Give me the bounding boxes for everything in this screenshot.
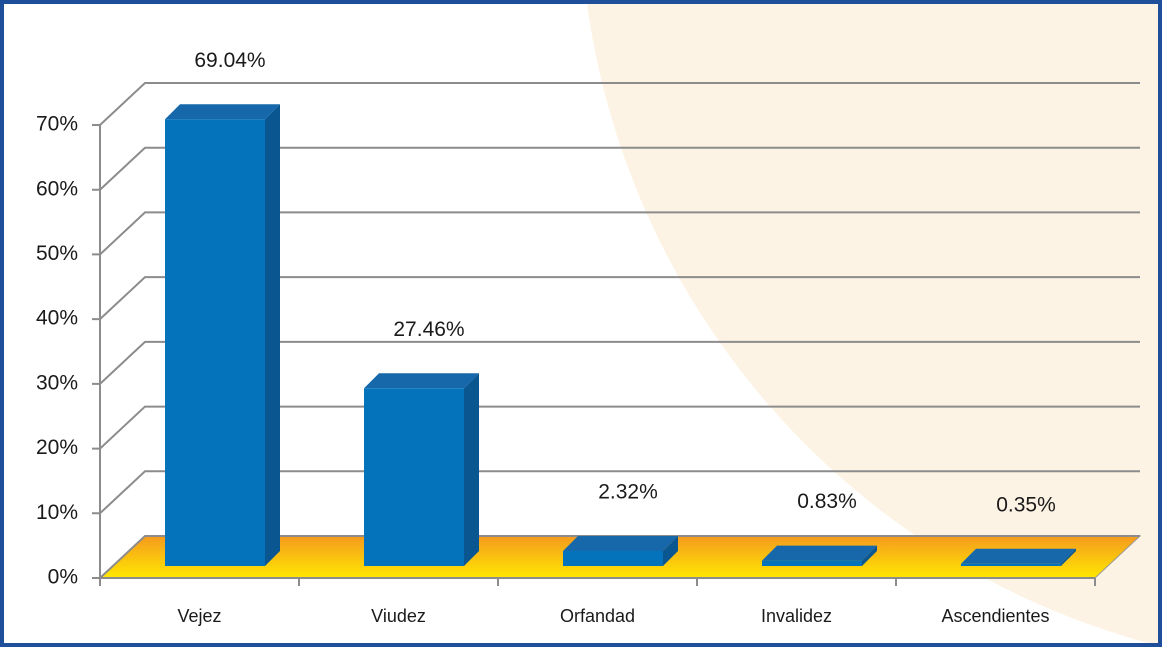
x-tick-label: Invalidez xyxy=(761,606,832,626)
data-label: 0.83% xyxy=(797,490,857,513)
data-label: 2.32% xyxy=(598,481,658,504)
bar xyxy=(165,119,265,566)
grid-line xyxy=(92,340,1140,385)
grid-line xyxy=(92,211,1140,256)
bar-side xyxy=(265,104,280,566)
bar-top xyxy=(165,104,280,120)
y-tick-label: 40% xyxy=(36,307,78,330)
bar xyxy=(961,563,1061,566)
grid-line xyxy=(92,146,1140,191)
decor-circle xyxy=(586,0,1162,647)
bar-side xyxy=(663,535,678,566)
data-label: 27.46% xyxy=(393,318,464,341)
y-tick-label: 60% xyxy=(36,177,78,200)
data-label: 69.04% xyxy=(194,49,265,72)
bar-top xyxy=(364,373,479,389)
grid-line xyxy=(92,82,1140,126)
y-tick-label: 50% xyxy=(36,242,78,265)
bar-top xyxy=(961,548,1076,564)
grid-line xyxy=(92,276,1140,321)
y-tick-label: 70% xyxy=(36,113,78,136)
bar xyxy=(364,388,464,566)
bar-side xyxy=(1061,548,1076,566)
bar-side xyxy=(862,545,877,566)
y-tick-label: 0% xyxy=(48,566,78,589)
grid-line xyxy=(92,470,1140,515)
x-tick-label: Orfandad xyxy=(560,606,635,626)
data-label: 0.35% xyxy=(996,493,1056,516)
grid-line xyxy=(92,405,1140,450)
bar xyxy=(762,560,862,566)
x-tick-label: Viudez xyxy=(371,606,426,626)
bar-top xyxy=(762,545,877,561)
bar-side xyxy=(464,373,479,566)
bar-top xyxy=(563,535,678,551)
x-tick-label: Ascendientes xyxy=(941,606,1049,626)
y-tick-label: 10% xyxy=(36,501,78,524)
y-tick-label: 30% xyxy=(36,371,78,394)
x-tick-label: Vejez xyxy=(177,606,221,626)
y-tick-label: 20% xyxy=(36,436,78,459)
bar xyxy=(563,550,663,566)
